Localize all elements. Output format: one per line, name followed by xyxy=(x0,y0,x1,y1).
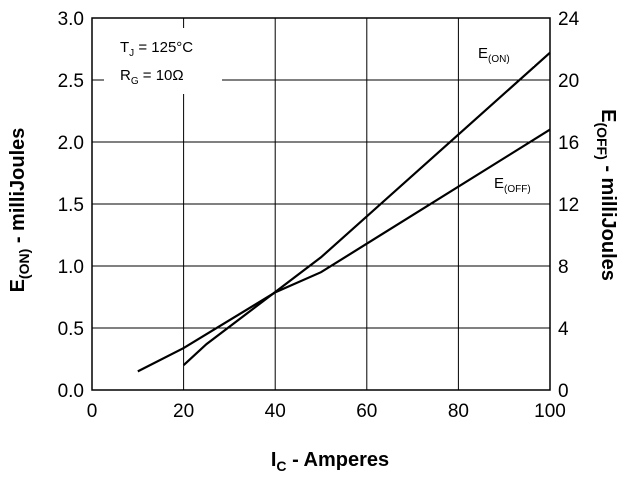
annotation-tj: TJ = 125°C xyxy=(120,39,193,59)
eon-label-background xyxy=(474,36,534,66)
annotation-background xyxy=(104,28,222,94)
series-lines xyxy=(137,51,551,373)
y-left-tick-label: 0.0 xyxy=(58,381,84,402)
x-tick-label: 60 xyxy=(356,401,377,422)
grid-lines xyxy=(92,18,550,390)
y-right-tick-label: 4 xyxy=(558,319,569,340)
plot-frame xyxy=(91,17,551,391)
x-tick-label: 40 xyxy=(265,401,286,422)
y-left-axis-title: E(ON) - milliJoules xyxy=(7,128,32,293)
series-label-eon: E(ON) xyxy=(478,45,510,65)
y-right-tick-label: 20 xyxy=(558,71,579,92)
y-right-tick-labels: 0 4 8 12 16 20 24 xyxy=(558,9,580,402)
x-tick-label: 80 xyxy=(448,401,469,422)
x-tick-label: 100 xyxy=(534,401,566,422)
y-right-tick-label: 16 xyxy=(558,133,579,154)
y-left-tick-label: 2.5 xyxy=(58,71,84,92)
y-left-tick-label: 1.5 xyxy=(58,195,84,216)
series-line-eoff xyxy=(137,128,551,373)
y-right-tick-label: 12 xyxy=(558,195,579,216)
series-label-eoff: E(OFF) xyxy=(494,175,531,195)
y-right-tick-label: 24 xyxy=(558,9,580,30)
y-left-tick-labels: 0.0 0.5 1.0 1.5 2.0 2.5 3.0 xyxy=(58,9,84,402)
series-line-eon xyxy=(182,51,551,367)
x-tick-label: 0 xyxy=(87,401,98,422)
y-left-tick-label: 3.0 xyxy=(58,9,84,30)
y-left-tick-label: 1.0 xyxy=(58,257,84,278)
x-axis-title: IC - Amperes xyxy=(271,449,389,474)
y-left-tick-label: 0.5 xyxy=(58,319,84,340)
y-right-tick-label: 0 xyxy=(558,381,569,402)
y-left-tick-label: 2.0 xyxy=(58,133,84,154)
x-tick-labels: 0 20 40 60 80 100 xyxy=(87,401,566,422)
x-tick-label: 20 xyxy=(173,401,194,422)
y-right-axis-title: E(OFF) - milliJoules xyxy=(594,109,619,281)
y-right-tick-label: 8 xyxy=(558,257,569,278)
eoff-label-background xyxy=(490,170,548,200)
annotation-rg: RG = 10Ω xyxy=(120,67,184,87)
